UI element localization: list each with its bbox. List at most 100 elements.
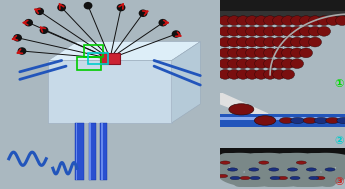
Circle shape (290, 59, 304, 68)
Circle shape (264, 37, 277, 47)
Circle shape (228, 16, 240, 26)
Circle shape (317, 16, 331, 26)
Circle shape (317, 26, 331, 36)
Circle shape (291, 117, 304, 124)
Circle shape (282, 26, 295, 36)
Circle shape (237, 16, 249, 26)
Polygon shape (100, 123, 107, 180)
Circle shape (290, 48, 304, 58)
Circle shape (246, 59, 258, 68)
Circle shape (246, 37, 258, 47)
Circle shape (290, 26, 304, 36)
Circle shape (246, 26, 258, 36)
Circle shape (264, 26, 277, 36)
Circle shape (273, 48, 286, 58)
Circle shape (290, 16, 304, 26)
Circle shape (139, 9, 147, 17)
Circle shape (229, 104, 254, 115)
Circle shape (264, 70, 277, 79)
Bar (100, 53, 120, 64)
Circle shape (249, 168, 259, 171)
Polygon shape (76, 123, 78, 180)
Circle shape (282, 48, 295, 58)
Bar (220, 117, 345, 120)
Circle shape (309, 176, 319, 180)
Circle shape (279, 117, 293, 124)
Circle shape (237, 26, 249, 36)
Circle shape (220, 161, 230, 164)
Circle shape (290, 37, 304, 47)
Bar (77, 57, 101, 70)
Bar (220, 148, 345, 155)
Text: ①: ① (334, 79, 343, 89)
Circle shape (299, 48, 313, 58)
Polygon shape (89, 123, 96, 180)
Circle shape (273, 70, 286, 79)
Circle shape (255, 70, 268, 79)
Circle shape (228, 168, 238, 171)
Circle shape (273, 59, 286, 68)
Circle shape (237, 37, 249, 47)
Circle shape (282, 59, 295, 68)
Polygon shape (89, 123, 91, 180)
Polygon shape (172, 42, 200, 123)
Circle shape (326, 16, 339, 26)
Circle shape (269, 168, 279, 171)
Bar (220, 0, 345, 11)
Circle shape (290, 176, 300, 180)
Circle shape (240, 176, 250, 180)
Circle shape (278, 176, 287, 180)
Polygon shape (48, 60, 172, 123)
Circle shape (219, 26, 231, 36)
Circle shape (314, 117, 328, 124)
Polygon shape (101, 123, 103, 180)
Circle shape (259, 161, 269, 164)
Bar (220, 11, 345, 17)
Circle shape (237, 48, 249, 58)
Circle shape (255, 26, 268, 36)
Circle shape (303, 117, 317, 124)
Circle shape (270, 176, 280, 180)
Bar (220, 114, 345, 127)
Circle shape (255, 59, 268, 68)
Circle shape (308, 37, 322, 47)
Circle shape (228, 26, 240, 36)
Circle shape (306, 168, 316, 171)
Circle shape (326, 117, 339, 124)
Circle shape (246, 48, 258, 58)
Circle shape (282, 16, 295, 26)
Circle shape (228, 48, 240, 58)
Circle shape (250, 176, 260, 180)
Circle shape (308, 16, 322, 26)
Circle shape (219, 59, 231, 68)
Polygon shape (220, 93, 268, 122)
Circle shape (299, 16, 313, 26)
Circle shape (228, 59, 240, 68)
Circle shape (237, 59, 249, 68)
Circle shape (13, 34, 22, 42)
Circle shape (308, 26, 322, 36)
Circle shape (172, 30, 180, 38)
Circle shape (315, 176, 325, 180)
Circle shape (264, 59, 277, 68)
Circle shape (264, 48, 277, 58)
Circle shape (117, 4, 126, 11)
Circle shape (219, 48, 231, 58)
Circle shape (335, 16, 345, 26)
Circle shape (255, 48, 268, 58)
Circle shape (282, 37, 295, 47)
Circle shape (83, 2, 92, 9)
Circle shape (246, 70, 258, 79)
Circle shape (237, 70, 249, 79)
Circle shape (57, 4, 66, 11)
Circle shape (158, 19, 167, 26)
Circle shape (287, 168, 297, 171)
Circle shape (299, 37, 313, 47)
Circle shape (337, 117, 345, 124)
Circle shape (255, 16, 268, 26)
Text: ③: ③ (334, 177, 343, 187)
Circle shape (228, 70, 240, 79)
Circle shape (219, 37, 231, 47)
Circle shape (35, 8, 44, 15)
Bar (83, 45, 104, 57)
